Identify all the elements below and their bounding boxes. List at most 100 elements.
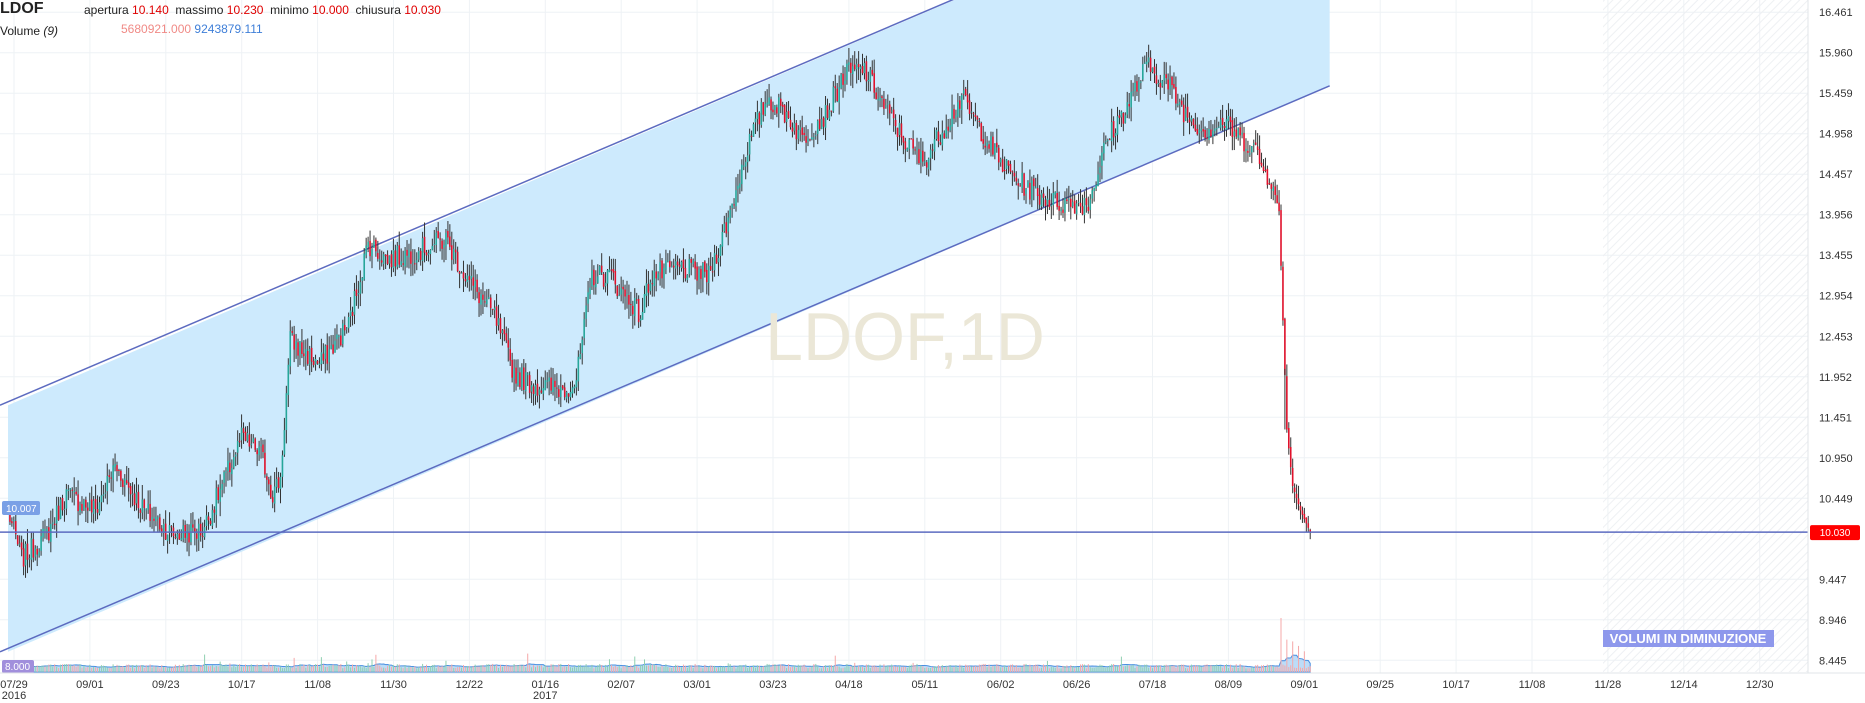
candle-down [1081,206,1084,215]
candle-up [741,164,743,185]
candle-up [40,536,42,551]
candle-up [552,380,554,393]
candle-up [250,443,253,445]
candle-up [240,427,243,441]
candle-up [949,125,951,131]
candle-down [1295,493,1298,499]
candle-up [737,185,739,190]
candle-up [1077,201,1080,203]
candle-up [186,530,188,539]
candle-down [651,283,654,285]
candle-down [312,360,315,366]
candle-up [1021,172,1023,188]
candle-down [174,536,177,538]
candle-down [678,264,681,267]
candle-down [1069,198,1072,207]
candle-up [1178,102,1181,105]
candle-up [569,391,572,398]
candle-up [1106,139,1109,141]
candle-down [118,470,120,472]
candle-down [1108,139,1111,141]
candle-down [630,303,632,305]
candle-down [1239,127,1241,136]
candle-up [330,345,332,349]
candle-down [826,105,829,118]
candle-up [1145,61,1148,65]
candle-up [1091,190,1094,199]
candle-up [38,551,40,556]
candle-up [1027,181,1029,187]
volume-period: (9) [43,24,59,38]
candle-down [558,389,560,397]
candle-down [818,119,821,130]
candle-down [624,289,626,297]
candle-down [322,353,325,361]
candle-down [1280,210,1282,266]
candle-down [783,105,786,123]
candle-down [75,491,77,495]
candle-down [1013,172,1016,177]
candle-up [811,137,813,140]
candle-up [474,281,476,288]
candle-down [1033,178,1035,187]
candle-up [778,97,780,114]
candle-down [423,236,426,253]
candle-up [427,253,430,255]
candle-down [1262,166,1265,171]
candle-down [310,347,313,362]
candle-up [723,223,726,232]
candle-up [24,543,27,566]
candle-down [398,245,401,265]
candle-down [992,136,994,155]
candle-down [1282,266,1284,321]
candle-down [900,123,903,138]
candle-down [982,139,984,144]
candle-up [246,433,249,442]
candle-down [964,88,967,96]
y-tick-label: 9.447 [1819,574,1847,586]
candle-up [935,129,938,140]
candle-up [1046,198,1049,205]
candle-up [885,105,887,108]
candle-down [277,477,280,489]
candle-down [515,367,517,384]
candle-up [1245,148,1247,151]
candle-up [1140,81,1142,83]
last-price-badge [1810,525,1860,541]
candle-down [614,271,617,285]
candle-up [962,90,965,94]
candle-down [26,543,29,560]
candle-down [137,491,140,509]
candle-up [466,275,469,283]
candle-down [476,279,478,292]
candle-up [46,529,48,532]
candle-down [567,393,570,397]
candle-down [375,239,377,252]
candle-down [1264,170,1267,172]
candle-up [548,377,550,382]
candle-down [11,521,13,524]
candle-up [526,373,529,375]
candle-up [1225,119,1228,130]
ma-value-label: 10.007 [6,504,37,515]
candle-up [731,203,733,208]
candle-down [194,528,196,533]
y-tick-label: 16.461 [1819,7,1853,19]
candle-up [334,340,336,353]
y-tick-label: 12.954 [1819,291,1853,303]
candle-down [1155,75,1158,84]
candle-up [1151,67,1154,73]
candle-down [343,325,346,331]
candle-up [211,510,214,526]
candle-down [772,109,774,113]
ohlc-legend: apertura 10.140 massimo 10.230 minimo 10… [84,3,441,17]
volume-values: 5680921.000 9243879.111 [121,22,263,36]
candle-down [96,509,99,513]
candle-down [1011,171,1014,173]
candle-up [585,305,587,319]
candle-down [108,475,111,477]
candle-down [861,66,864,74]
candle-up [431,245,434,250]
